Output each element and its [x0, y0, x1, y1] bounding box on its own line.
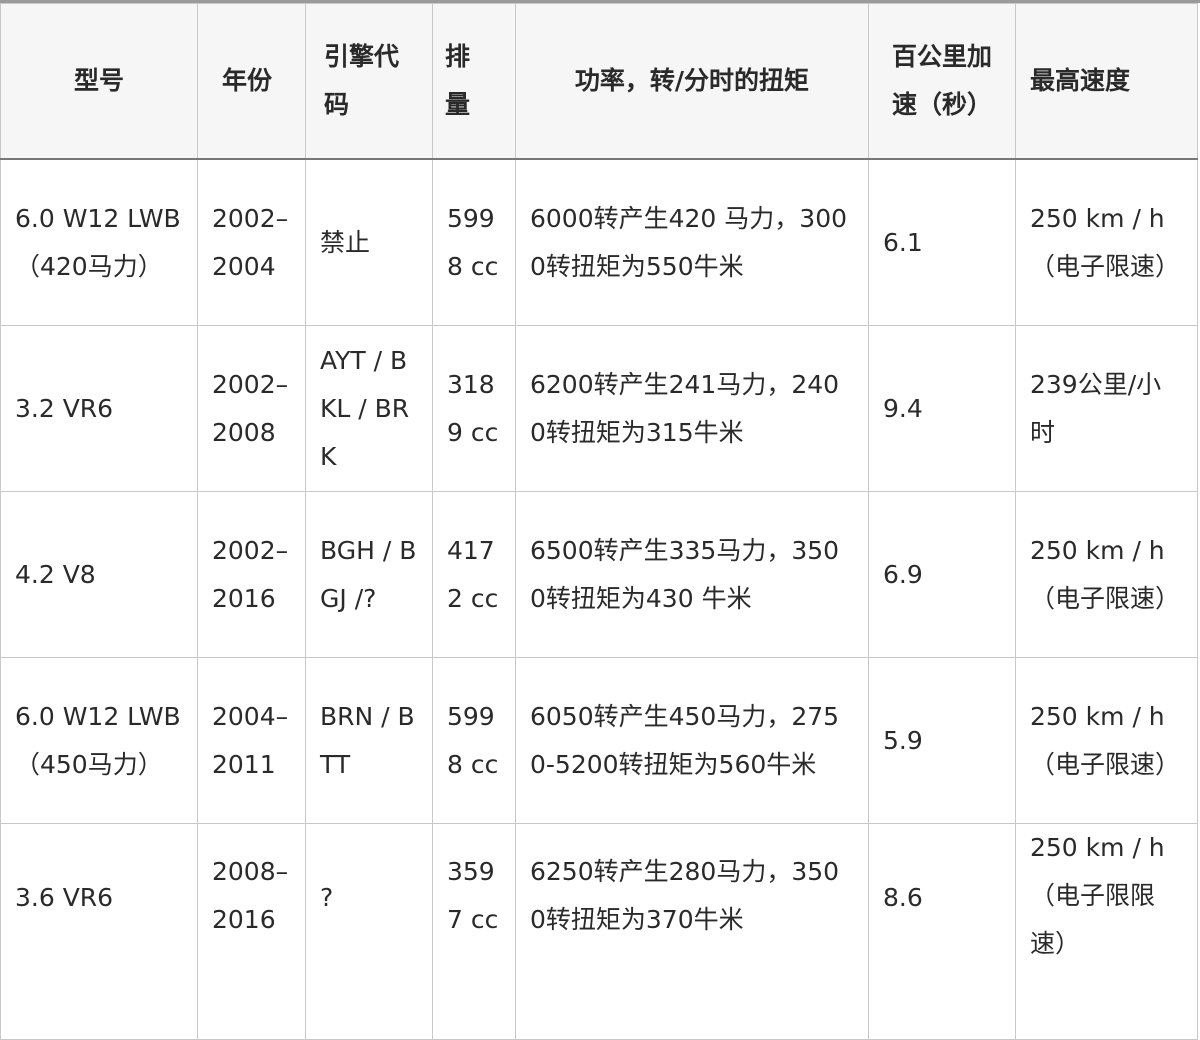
cell-model: 6.0 W12 LWB（420马力）: [0, 158, 198, 326]
cell-top-speed: 250 km / h（电子限速）: [1015, 158, 1198, 326]
cell-power-torque: 6500转产生335马力，3500转扭矩为430 牛米: [515, 491, 869, 658]
header-top-speed: 最高速度: [1015, 3, 1198, 160]
cell-power-torque: 6050转产生450马力，2750-5200转扭矩为560牛米: [515, 657, 869, 824]
cell-displacement: 5998 cc: [432, 657, 516, 824]
header-displacement: 排量: [432, 3, 516, 160]
table-row: 6.0 W12 LWB（450马力） 2004–2011 BRN / BTT 5…: [0, 657, 1198, 824]
cell-year: 2008–2016: [197, 823, 306, 1040]
table-row: 6.0 W12 LWB（420马力） 2002–2004 禁止 5998 cc …: [0, 158, 1198, 326]
cell-year: 2002–2004: [197, 158, 306, 326]
header-acceleration: 百公里加速（秒）: [868, 3, 1016, 160]
cell-top-speed: 250 km / h（电子限速）: [1015, 657, 1198, 824]
table-row: 3.6 VR6 2008–2016 ? 3597 cc 6250转产生280马力…: [0, 823, 1198, 1040]
cell-acceleration: 6.9: [868, 491, 1016, 658]
cell-year: 2002–2016: [197, 491, 306, 658]
cell-power-torque: 6250转产生280马力，3500转扭矩为370牛米: [515, 823, 869, 1040]
cell-top-speed: 239公里/小时: [1015, 325, 1198, 492]
cell-acceleration: 6.1: [868, 158, 1016, 326]
cell-year: 2004–2011: [197, 657, 306, 824]
header-model: 型号: [0, 3, 198, 160]
engine-spec-table: 型号 年份 引擎代码 排量 功率，转/分时的扭矩 百公里加速（秒） 最高速度 6…: [0, 3, 1198, 1040]
cell-displacement: 4172 cc: [432, 491, 516, 658]
cell-engine-code: 禁止: [305, 158, 433, 326]
table-row: 3.2 VR6 2002–2008 AYT / BKL / BRK 3189 c…: [0, 325, 1198, 492]
cell-displacement: 3189 cc: [432, 325, 516, 492]
cell-acceleration: 8.6: [868, 823, 1016, 1040]
table-row: 4.2 V8 2002–2016 BGH / BGJ /? 4172 cc 65…: [0, 491, 1198, 658]
cell-acceleration: 9.4: [868, 325, 1016, 492]
cell-engine-code: BRN / BTT: [305, 657, 433, 824]
cell-engine-code: BGH / BGJ /?: [305, 491, 433, 658]
cell-displacement: 3597 cc: [432, 823, 516, 1040]
cell-engine-code: AYT / BKL / BRK: [305, 325, 433, 492]
cell-model: 6.0 W12 LWB（450马力）: [0, 657, 198, 824]
cell-displacement: 5998 cc: [432, 158, 516, 326]
cell-engine-code: ?: [305, 823, 433, 1040]
cell-acceleration: 5.9: [868, 657, 1016, 824]
cell-power-torque: 6000转产生420 马力，3000转扭矩为550牛米: [515, 158, 869, 326]
cell-model: 3.2 VR6: [0, 325, 198, 492]
header-row: 型号 年份 引擎代码 排量 功率，转/分时的扭矩 百公里加速（秒） 最高速度: [0, 3, 1198, 160]
cell-top-speed: 250 km / h（电子限限速）: [1015, 823, 1198, 1040]
cell-model: 3.6 VR6: [0, 823, 198, 1040]
header-power-torque: 功率，转/分时的扭矩: [515, 3, 869, 160]
cell-top-speed: 250 km / h（电子限速）: [1015, 491, 1198, 658]
cell-model: 4.2 V8: [0, 491, 198, 658]
cell-power-torque: 6200转产生241马力，2400转扭矩为315牛米: [515, 325, 869, 492]
header-year: 年份: [197, 3, 306, 160]
cell-year: 2002–2008: [197, 325, 306, 492]
header-engine-code: 引擎代码: [305, 3, 433, 160]
